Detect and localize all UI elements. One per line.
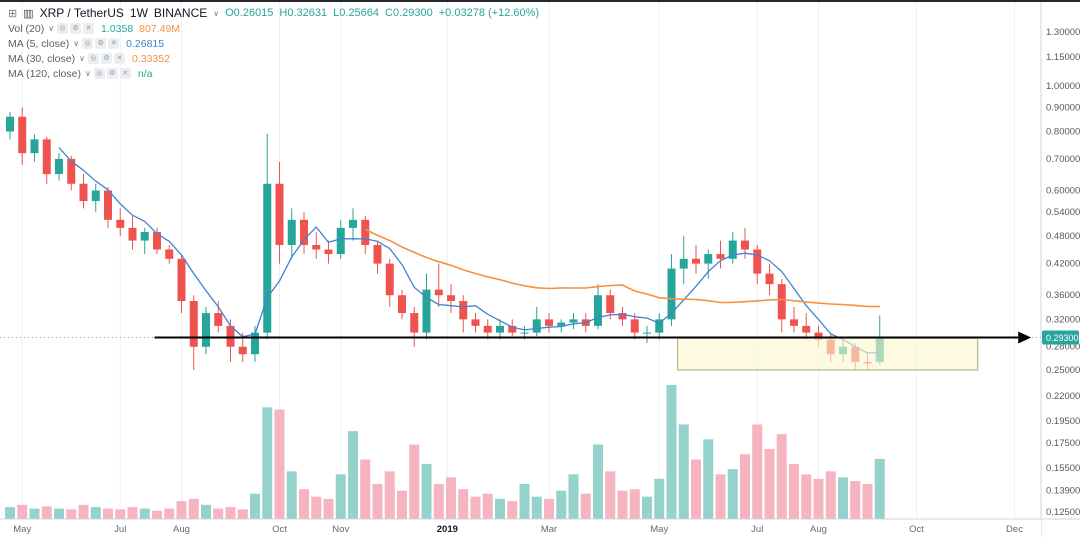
volume-ratio-value: 1.0358 (101, 22, 134, 35)
svg-text:2019: 2019 (437, 524, 458, 535)
chevron-down-icon[interactable]: ∨ (213, 8, 220, 18)
svg-text:1.15000: 1.15000 (1046, 52, 1080, 63)
chevron-down-icon[interactable]: ∨ (84, 69, 91, 78)
indicator-label: MA (5, close) (8, 37, 70, 50)
svg-text:0.29300: 0.29300 (1046, 333, 1079, 343)
chevron-down-icon[interactable]: ∨ (73, 39, 80, 48)
exchange-name[interactable]: BINANCE (153, 6, 208, 20)
indicator-row-ma30[interactable]: MA (30, close) ∨ ◎ ⚙ ✕ 0.33352 (8, 51, 545, 66)
ohlc-high: H0.32631 (279, 7, 328, 19)
svg-text:0.42000: 0.42000 (1046, 259, 1080, 270)
svg-text:Dec: Dec (1006, 524, 1023, 535)
chevron-down-icon[interactable]: ∨ (48, 24, 55, 33)
indicator-label: Vol (20) (8, 22, 45, 35)
indicator-actions: ◎ ⚙ ✕ (82, 38, 121, 49)
svg-text:Oct: Oct (909, 524, 924, 535)
interval-selector[interactable]: 1W (129, 6, 148, 20)
trend-arrow-line[interactable] (154, 331, 1032, 344)
svg-text:Oct: Oct (272, 524, 287, 535)
svg-text:0.54000: 0.54000 (1046, 207, 1080, 218)
svg-text:0.32000: 0.32000 (1046, 314, 1080, 325)
svg-text:1.30000: 1.30000 (1046, 27, 1080, 38)
svg-text:May: May (13, 524, 31, 535)
close-icon[interactable]: ✕ (113, 53, 125, 64)
window-top-edge (0, 0, 1080, 2)
svg-text:0.15500: 0.15500 (1046, 463, 1080, 474)
ma5-line (58, 147, 880, 354)
indicator-actions: ◎ ⚙ ✕ (57, 23, 96, 34)
volume-series (5, 385, 885, 519)
grid-lines (21, 2, 1015, 519)
close-icon[interactable]: ✕ (83, 23, 95, 34)
eye-icon[interactable]: ◎ (87, 53, 99, 64)
indicator-actions: ◎ ⚙ ✕ (87, 53, 127, 64)
volume-value: 807.49M (139, 22, 181, 35)
eye-icon[interactable]: ◎ (82, 38, 94, 49)
svg-text:0.17500: 0.17500 (1046, 438, 1080, 449)
gear-icon[interactable]: ⚙ (95, 38, 107, 49)
chart-legend: ⊞ ▥ XRP / TetherUS 1W BINANCE ∨ O0.26015… (8, 5, 545, 81)
ma5-value: 0.26815 (126, 37, 165, 50)
svg-text:Aug: Aug (173, 524, 190, 535)
eye-icon[interactable]: ◎ (93, 68, 105, 79)
gear-icon[interactable]: ⚙ (106, 68, 118, 79)
indicator-label: MA (120, close) (8, 67, 81, 80)
symbol-name[interactable]: XRP / TetherUS (39, 6, 124, 20)
svg-text:Mar: Mar (541, 524, 557, 535)
svg-text:May: May (650, 524, 668, 535)
indicator-row-ma5[interactable]: MA (5, close) ∨ ◎ ⚙ ✕ 0.26815 (8, 36, 545, 51)
svg-text:0.36000: 0.36000 (1046, 290, 1080, 301)
svg-text:Aug: Aug (810, 524, 827, 535)
time-axis[interactable]: May Jul Aug Oct Nov 2019 Mar May Jul Aug Oct Dec (0, 518, 1080, 537)
ma30-value: 0.33352 (131, 52, 170, 65)
svg-text:0.60000: 0.60000 (1046, 186, 1080, 197)
svg-text:Jul: Jul (751, 524, 763, 535)
svg-text:0.13900: 0.13900 (1046, 485, 1080, 496)
ohlc-open: O0.26015 (225, 7, 274, 19)
svg-text:Nov: Nov (332, 524, 349, 535)
candlestick-series (6, 107, 884, 370)
svg-text:0.25000: 0.25000 (1046, 365, 1080, 376)
close-icon[interactable]: ✕ (119, 68, 131, 79)
indicator-actions: ◎ ⚙ ✕ (93, 68, 133, 79)
indicator-label: MA (30, close) (8, 52, 76, 65)
last-price-badge: 0.29300 (1042, 330, 1079, 345)
gear-icon[interactable]: ⚙ (70, 23, 82, 34)
svg-text:0.12500: 0.12500 (1046, 507, 1080, 518)
svg-text:0.90000: 0.90000 (1046, 102, 1080, 113)
svg-text:0.80000: 0.80000 (1046, 127, 1080, 138)
svg-text:0.70000: 0.70000 (1046, 154, 1080, 165)
svg-text:1.00000: 1.00000 (1046, 81, 1080, 92)
svg-text:0.48000: 0.48000 (1046, 231, 1080, 242)
ma30-line (364, 228, 880, 308)
price-axis[interactable]: 1.30000 1.15000 1.00000 0.90000 0.80000 0.700… (1040, 2, 1080, 537)
svg-text:0.19500: 0.19500 (1046, 416, 1080, 427)
svg-text:Jul: Jul (114, 524, 126, 535)
svg-text:0.28000: 0.28000 (1046, 342, 1080, 353)
indicator-row-ma120[interactable]: MA (120, close) ∨ ◎ ⚙ ✕ n/a (8, 66, 545, 81)
indicator-row-volume[interactable]: Vol (20) ∨ ◎ ⚙ ✕ 1.0358 807.49M (8, 21, 545, 36)
chart-logo-icon: ▥ (23, 7, 34, 20)
chevron-down-icon[interactable]: ∨ (79, 54, 85, 63)
ma120-value: n/a (137, 67, 153, 80)
support-zone-box[interactable] (677, 337, 979, 371)
eye-icon[interactable]: ◎ (57, 23, 69, 34)
close-icon[interactable]: ✕ (108, 38, 120, 49)
ohlc-close: C0.29300 (385, 7, 433, 19)
gear-icon[interactable]: ⚙ (100, 53, 112, 64)
ohlc-low: L0.25664 (333, 7, 380, 19)
grid-layout-icon[interactable]: ⊞ (8, 7, 18, 20)
price-change: +0.03278 (+12.60%) (438, 7, 540, 19)
svg-text:0.22000: 0.22000 (1046, 391, 1080, 402)
symbol-title-row: ⊞ ▥ XRP / TetherUS 1W BINANCE ∨ O0.26015… (8, 5, 545, 21)
